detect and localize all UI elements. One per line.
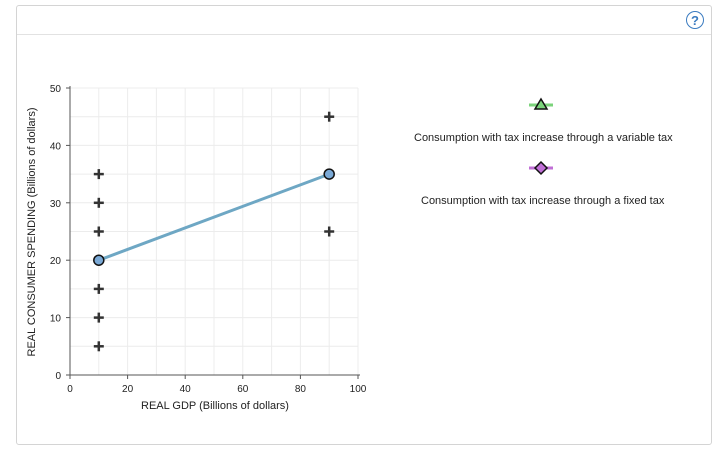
panel-toolbar: ? xyxy=(17,6,711,35)
x-axis-label: REAL GDP (Billions of dollars) xyxy=(141,400,289,412)
diamond-marker-icon xyxy=(533,160,549,176)
y-tick-label: 0 xyxy=(55,371,61,382)
x-tick-label: 40 xyxy=(180,384,192,395)
cross-marker[interactable] xyxy=(93,169,104,180)
legend-variable-tool[interactable] xyxy=(529,97,553,110)
legend-fixed-tool[interactable] xyxy=(529,160,553,176)
x-tick-label: 60 xyxy=(237,384,249,395)
y-tick-label: 20 xyxy=(50,256,62,267)
cross-marker[interactable] xyxy=(93,197,104,208)
cross-marker[interactable] xyxy=(93,226,104,237)
series-line xyxy=(98,172,330,262)
grid xyxy=(69,87,359,376)
graph-panel: ? xyxy=(16,5,712,445)
cross-marker[interactable] xyxy=(324,226,335,237)
x-tick-label: 0 xyxy=(67,384,73,395)
help-button[interactable]: ? xyxy=(686,11,704,29)
y-tick-label: 30 xyxy=(50,199,62,210)
tick-labels: 0 20 40 60 80 100 0 10 20 30 40 50 xyxy=(50,84,367,395)
triangle-marker-icon xyxy=(533,97,549,110)
y-axis-label: REAL CONSUMER SPENDING (Billions of doll… xyxy=(26,108,38,357)
cross-markers[interactable] xyxy=(93,111,335,352)
x-tick-label: 20 xyxy=(122,384,134,395)
cross-marker[interactable] xyxy=(93,341,104,352)
x-tick-label: 100 xyxy=(350,384,367,395)
cross-marker[interactable] xyxy=(93,283,104,294)
y-tick-label: 10 xyxy=(50,314,62,325)
series-point xyxy=(323,168,335,180)
cross-marker[interactable] xyxy=(324,111,335,122)
legend-fixed-label: Consumption with tax increase through a … xyxy=(421,195,665,207)
axes xyxy=(66,86,360,379)
legend-variable-label: Consumption with tax increase through a … xyxy=(414,132,673,144)
y-tick-label: 40 xyxy=(50,141,62,152)
series-point xyxy=(93,254,105,266)
y-tick-label: 50 xyxy=(50,84,62,95)
cross-marker[interactable] xyxy=(93,312,104,323)
x-tick-label: 80 xyxy=(295,384,307,395)
series-group xyxy=(93,168,335,266)
